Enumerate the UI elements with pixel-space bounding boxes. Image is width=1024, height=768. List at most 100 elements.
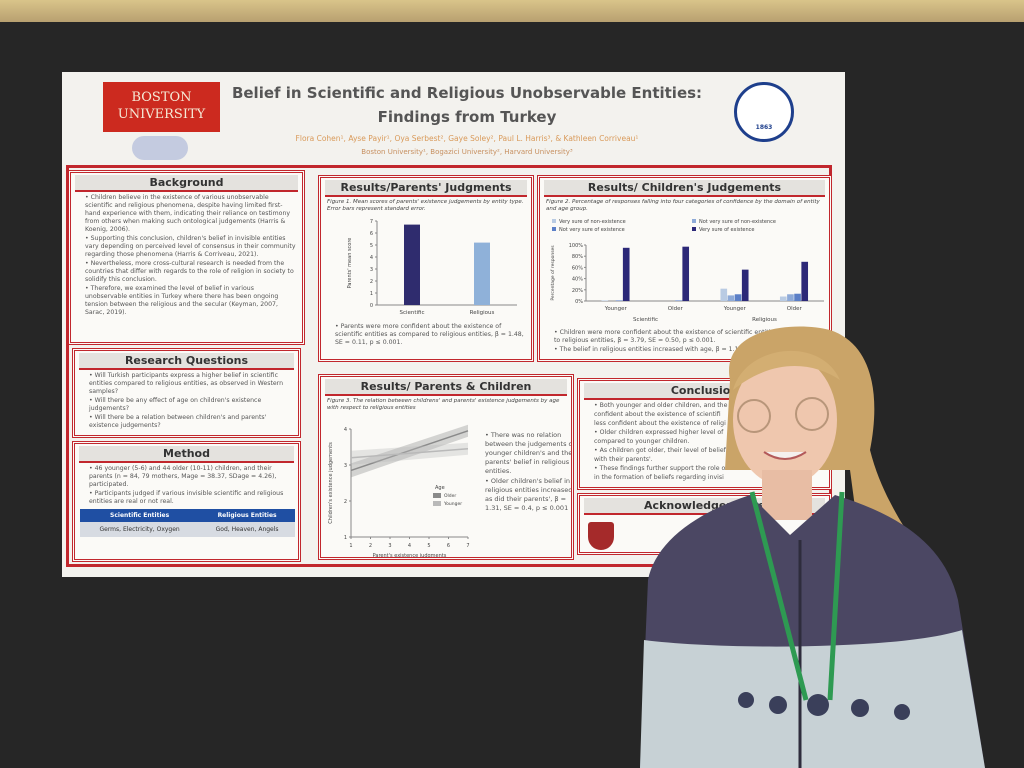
figure3-chart: Children's existence judgements Parent's … <box>328 424 470 559</box>
shirt-print <box>738 692 910 720</box>
bullet-text: • Both younger and older children, and t… <box>594 402 728 409</box>
y-tick-label: 1 <box>370 291 373 297</box>
group-label: Religious <box>752 317 777 323</box>
table-cell: Germs, Electricity, Oxygen <box>80 522 200 537</box>
line-list: • Both younger and older children, and t… <box>586 402 823 482</box>
figure3-section: Results/ Parents & Children Figure 3. Th… <box>318 374 574 560</box>
bar <box>794 293 801 301</box>
legend-label: Not very sure of non-existence <box>699 219 776 225</box>
bar <box>615 300 623 301</box>
legend-swatch <box>692 227 696 231</box>
bullet-text: Will there be a relation between childre… <box>89 414 267 429</box>
text-line: • Both younger and older children, and t… <box>594 402 823 410</box>
poster-title: Belief in Scientific and Religious Unobs… <box>231 84 703 102</box>
bullet: • Nevertheless, more cross-cultural rese… <box>85 260 294 283</box>
bullet-text: Older children's belief in religious ent… <box>485 477 573 512</box>
glasses <box>795 397 829 431</box>
bar <box>675 300 682 301</box>
y-tick-label: 80% <box>572 254 583 260</box>
bullet-text: Children believe in the existence of var… <box>85 194 291 233</box>
figure-caption: Figure 2. Percentage of responses fallin… <box>546 199 820 212</box>
x-tick-label: 4 <box>408 543 411 549</box>
y-tick-label: 4 <box>370 255 373 261</box>
figure-caption: Figure 1. Mean scores of parents' existe… <box>327 199 524 212</box>
y-tick-label: 0 <box>370 303 373 309</box>
section-title: Results/ Children's Judgements <box>544 180 825 197</box>
text-line: • As children got older, their level of … <box>594 447 823 455</box>
y-tick-label: 7 <box>370 219 373 225</box>
bullet-list: • Children believe in the existence of v… <box>77 194 296 317</box>
y-tick-label: 6 <box>370 231 373 237</box>
legend-label: Older <box>444 493 456 499</box>
y-tick-label: 3 <box>344 463 347 469</box>
bullet: • 46 younger (5-6) and 44 older (10-11) … <box>89 465 277 488</box>
y-tick-label: 2 <box>370 279 373 285</box>
bullet-text: Will Turkish participants express a high… <box>89 372 284 395</box>
text-line: with their parents'. <box>594 456 823 464</box>
bullet: • Supporting this conclusion, children's… <box>85 235 296 258</box>
legend-swatch <box>552 227 556 231</box>
face <box>733 354 837 486</box>
legend-label: Younger <box>443 501 462 507</box>
bar <box>801 261 809 301</box>
entity-table: Scientific Entities Religious Entities Ger… <box>80 509 295 537</box>
bar <box>601 300 609 301</box>
logo-icon <box>132 136 188 160</box>
figure-caption: Figure 3. The relation between childrens… <box>327 398 560 411</box>
x-tick-label: Older <box>787 306 803 312</box>
bullet-text: 46 younger (5-6) and 44 older (10-11) ch… <box>89 465 277 488</box>
bar <box>787 294 794 301</box>
lanyard <box>749 491 845 701</box>
background-section: Background • Children believe in the exi… <box>68 170 305 345</box>
text-line: confident about the existence of scienti… <box>594 411 823 419</box>
partner-logo <box>734 82 794 142</box>
table-header: Religious Entities <box>199 509 295 522</box>
bullet: • Participants judged if various invisib… <box>89 490 284 505</box>
y-tick-label: 60% <box>572 265 583 271</box>
bar <box>734 294 742 301</box>
bullet: • Children believe in the existence of v… <box>85 194 291 233</box>
x-tick-label: 2 <box>369 543 372 549</box>
bullet-list: • 46 younger (5-6) and 44 older (10-11) … <box>81 465 292 506</box>
x-tick-label: 5 <box>427 543 430 549</box>
neck <box>762 470 812 520</box>
y-axis-label: Children's existence judgements <box>328 442 334 524</box>
bullet-text: The belief in religious entities increas… <box>559 346 743 353</box>
bullet-list: • Will Turkish participants express a hi… <box>81 372 292 430</box>
bullet: • Older children's belief in religious e… <box>485 477 573 512</box>
x-tick-label: Younger <box>723 306 747 312</box>
bullet-text: • Older children expressed higher level … <box>594 429 724 436</box>
x-tick-label: Older <box>668 306 684 312</box>
y-tick-label: 0% <box>575 299 583 305</box>
bar <box>720 288 728 301</box>
x-tick-label: 3 <box>388 543 391 549</box>
figure2-chart: Very sure of non-existence Not very sure … <box>550 219 824 323</box>
legend-title: Age <box>435 485 445 491</box>
trend-line <box>350 430 469 472</box>
section-title: Research Questions <box>79 353 294 370</box>
y-tick-label: 3 <box>370 267 373 273</box>
figure2-section: Results/ Children's Judgements Figure 2.… <box>537 175 832 362</box>
research-questions-section: Research Questions • Will Turkish partic… <box>72 348 301 438</box>
fringe <box>733 350 840 390</box>
text-line: • Older children expressed higher level … <box>594 429 823 437</box>
bullet: • The belief in religious entities incre… <box>554 346 743 353</box>
trend-line <box>350 448 469 459</box>
table-header-row: Scientific Entities Religious Entities <box>80 509 295 522</box>
y-tick-label: 2 <box>344 499 347 505</box>
bullet-list: • There was no relation between the judg… <box>477 431 573 514</box>
text-line: in the formation of beliefs regarding in… <box>594 474 823 482</box>
poster-subtitle: Findings from Turkey <box>377 108 557 126</box>
section-title: Method <box>79 446 294 463</box>
ceiling <box>0 0 1024 22</box>
x-tick-label: Scientific <box>399 310 424 316</box>
harvard-shield <box>588 522 614 550</box>
legend-label: Very sure of non-existence <box>559 219 626 225</box>
bar <box>682 246 690 301</box>
x-axis-label: Parent's existence judgments <box>373 553 447 559</box>
x-tick-label: 7 <box>466 543 469 549</box>
legend-label: Very sure of existence <box>699 227 754 233</box>
x-tick-label: 6 <box>447 543 450 549</box>
